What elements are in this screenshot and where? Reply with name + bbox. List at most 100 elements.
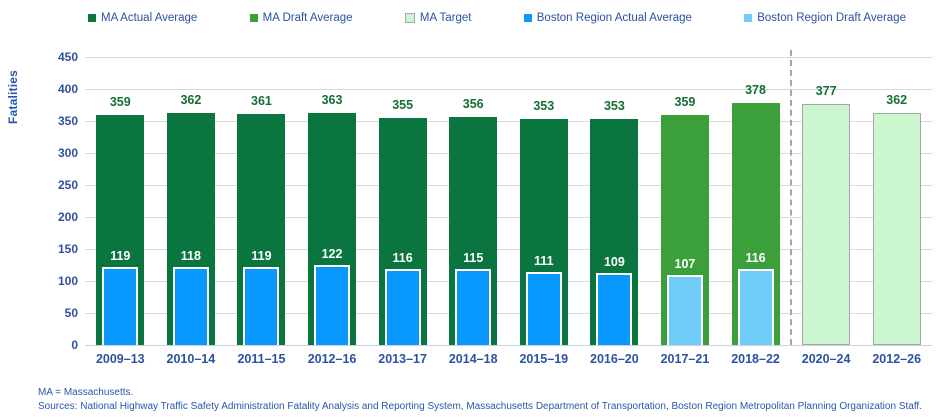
x-tick-label: 2013–17 <box>378 352 427 366</box>
gridline <box>85 185 932 186</box>
bar-group: 356 115 <box>438 57 509 345</box>
bar-group: 378 116 <box>720 57 791 345</box>
x-tick-label: 2018–22 <box>731 352 780 366</box>
bar-value-label: 359 <box>674 95 696 110</box>
bar-value-label: 377 <box>815 83 837 98</box>
chart-footnotes: MA = Massachusetts. Sources: National Hi… <box>38 386 932 414</box>
bar-value-label: 355 <box>392 97 414 112</box>
legend-item: MA Draft Average <box>249 12 353 24</box>
bar-value-label: 115 <box>463 251 484 266</box>
chart-legend: MA Actual Average MA Draft Average MA Targ… <box>88 8 906 28</box>
plot-area: 359 119 362 118 361 119 363 122 355 116 356 115 353 1… <box>85 50 932 346</box>
target-separator-line <box>789 50 792 345</box>
x-tick-label: 2012–26 <box>872 352 922 366</box>
legend-label: Boston Region Actual Average <box>536 12 692 24</box>
bar-value-label: 116 <box>392 250 413 265</box>
footnote-abbreviation: MA = Massachusetts. <box>38 387 134 398</box>
y-tick-label: 200 <box>57 210 78 224</box>
bar-value-label: 122 <box>321 246 343 261</box>
bar-value-label: 362 <box>180 93 202 108</box>
ma-bar <box>872 113 921 345</box>
ma-bar <box>802 103 851 345</box>
legend-label: Boston Region Draft Average <box>757 12 906 24</box>
gridline <box>85 89 932 90</box>
bar-value-label: 118 <box>180 249 201 264</box>
x-tick-label: 2016–20 <box>590 352 639 366</box>
bar-value-label: 353 <box>533 99 555 114</box>
gridline <box>85 217 932 218</box>
boston-region-bar <box>455 269 492 345</box>
legend-label: MA Draft Average <box>262 12 353 24</box>
legend-swatch-icon <box>88 14 96 22</box>
bar-group: 361 119 <box>226 57 297 345</box>
x-tick-label: 2017–21 <box>660 352 710 366</box>
bar-value-label: 111 <box>534 253 554 268</box>
boston-region-bar <box>384 268 421 345</box>
legend-item: MA Target <box>404 12 472 24</box>
y-tick-label: 450 <box>57 50 78 64</box>
bar-value-label: 356 <box>462 97 484 112</box>
boston-region-bar <box>102 266 139 345</box>
bar-group: 362 118 <box>156 57 227 345</box>
bar-value-label: 109 <box>603 255 625 270</box>
bar-group: 377 <box>791 57 862 345</box>
bar-value-label: 119 <box>251 248 272 263</box>
gridline <box>85 153 932 154</box>
footnote-sources: Sources: National Highway Traffic Safety… <box>38 401 922 412</box>
gridline <box>85 249 932 250</box>
bar-value-label: 361 <box>251 93 272 108</box>
boston-region-bar <box>314 264 351 345</box>
bar-value-label: 359 <box>109 95 131 110</box>
y-tick-label: 100 <box>57 274 78 288</box>
y-axis-tick-labels: 0 50 100 150 200 250 300 350 400 450 <box>40 51 78 351</box>
bar-group: 363 122 <box>297 57 368 345</box>
gridline <box>85 57 932 58</box>
x-tick-label: 2010–14 <box>166 352 216 366</box>
x-tick-label: 2011–15 <box>237 352 286 366</box>
bar-group: 359 119 <box>85 57 156 345</box>
legend-label: MA Actual Average <box>101 12 198 24</box>
x-tick-label: 2014–18 <box>448 352 498 366</box>
bar-group: 353 109 <box>579 57 650 345</box>
bar-value-label: 107 <box>674 256 696 271</box>
y-tick-label: 250 <box>57 178 78 192</box>
legend-swatch-icon <box>744 14 753 22</box>
y-tick-label: 150 <box>57 242 78 256</box>
boston-region-bar <box>596 273 633 345</box>
x-axis-line <box>85 345 932 346</box>
bar-group: 359 107 <box>650 57 721 345</box>
x-tick-label: 2009–13 <box>95 352 145 366</box>
y-tick-label: 0 <box>71 338 78 352</box>
legend-swatch-icon <box>249 14 258 22</box>
bar-value-label: 116 <box>745 250 766 265</box>
legend-item: Boston Region Draft Average <box>744 12 906 24</box>
boston-region-bar <box>737 268 774 345</box>
bar-group: 353 111 <box>509 57 580 345</box>
x-tick-label: 2020–24 <box>801 352 851 366</box>
x-axis-tick-labels: 2009–13 2010–14 2011–15 2012–16 2013–17 2014–… <box>85 352 932 368</box>
gridline <box>85 281 932 282</box>
legend-item: Boston Region Actual Average <box>523 12 692 24</box>
y-tick-label: 350 <box>57 114 78 128</box>
bar-value-label: 363 <box>321 92 343 107</box>
bar-group: 362 <box>861 57 932 345</box>
x-tick-label: 2012–16 <box>307 352 357 366</box>
bar-group: 355 116 <box>367 57 438 345</box>
bar-value-label: 362 <box>886 93 908 108</box>
legend-swatch-icon <box>404 13 415 23</box>
y-tick-label: 400 <box>57 82 78 96</box>
boston-region-bar <box>525 271 562 345</box>
boston-region-bar <box>243 266 280 345</box>
bar-value-label: 119 <box>110 248 131 263</box>
bar-value-label: 353 <box>603 99 625 114</box>
legend-item: MA Actual Average <box>88 12 197 24</box>
y-tick-label: 300 <box>57 146 78 160</box>
boston-region-bar <box>666 274 703 345</box>
bar-value-label: 378 <box>745 83 766 98</box>
gridline <box>85 313 932 314</box>
gridline <box>85 121 932 122</box>
y-tick-label: 50 <box>64 306 78 320</box>
y-axis-title: Fatalities <box>6 69 20 125</box>
legend-label: MA Target <box>419 12 472 24</box>
